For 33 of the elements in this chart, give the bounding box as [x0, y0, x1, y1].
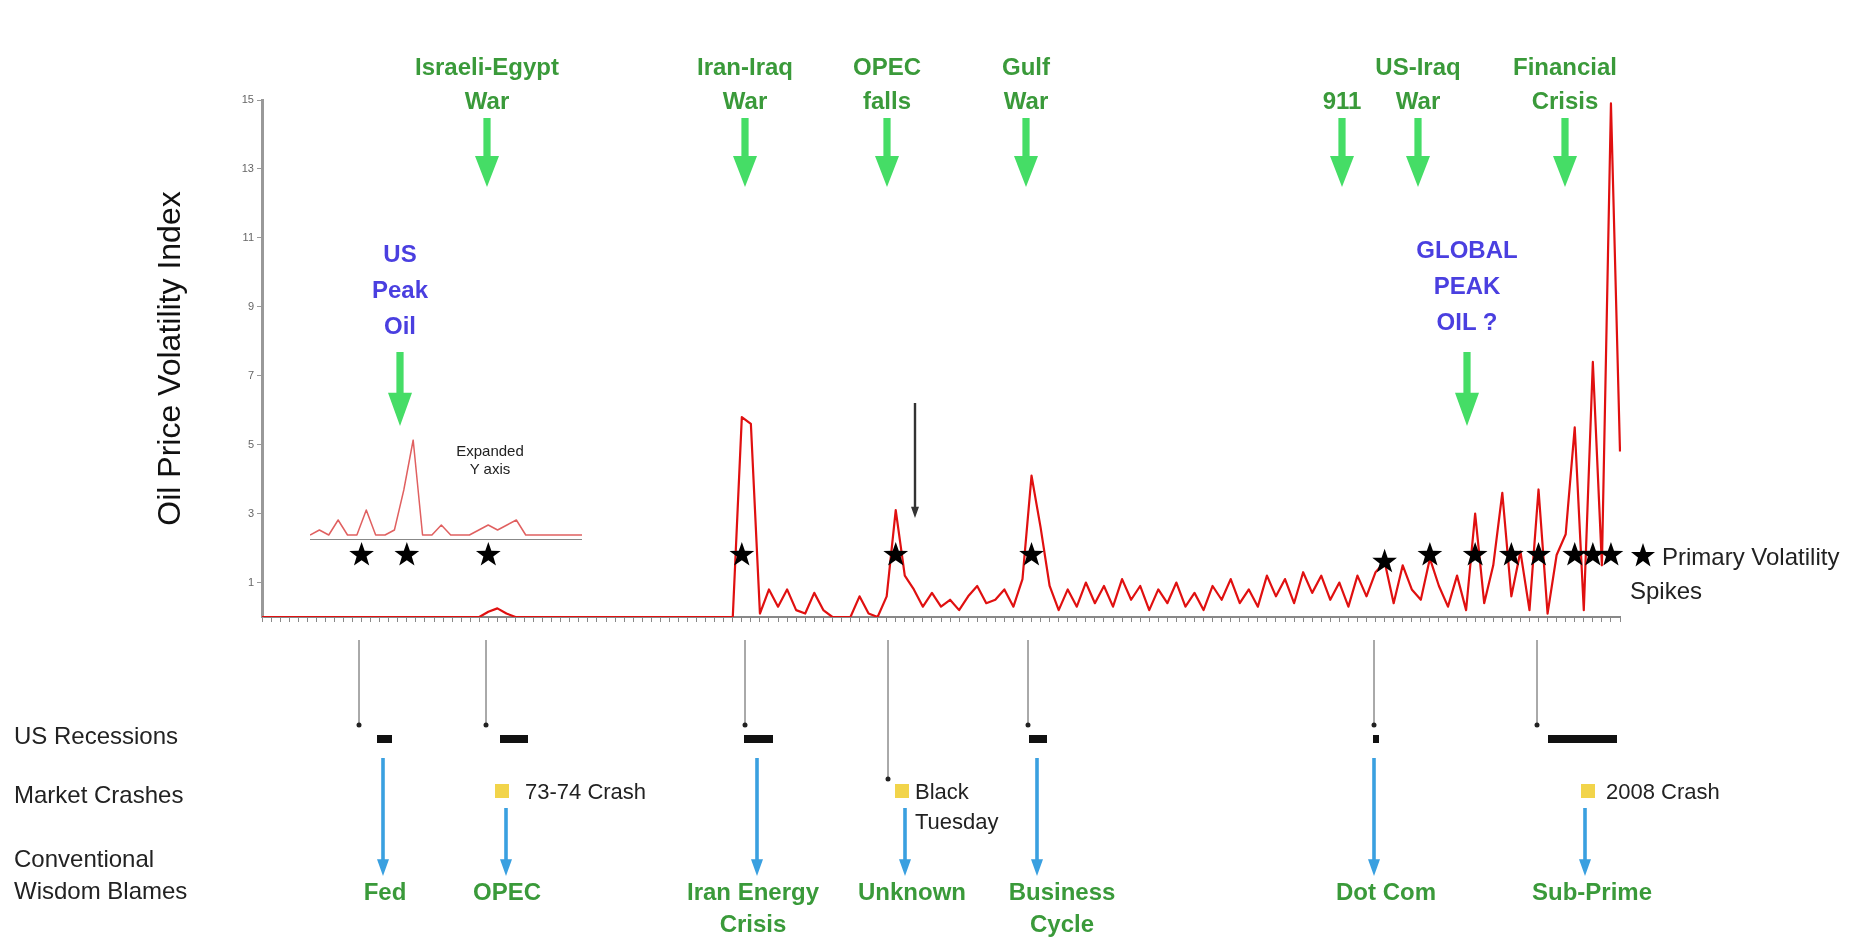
text: US Recessions [14, 721, 180, 751]
annotation: 911 [1321, 86, 1363, 116]
y-axis-title: Oil Price Volatility Index [151, 191, 188, 526]
text: OPEC [472, 877, 542, 907]
y-tick-label: 13 [241, 161, 254, 174]
annotation: Israeli-Egypt War [413, 52, 560, 116]
y-tick-label: 9 [247, 299, 254, 312]
y-tick-label: 3 [247, 506, 254, 519]
y-tick-label: 7 [247, 368, 254, 381]
annotation: Iran-Iraq War [696, 52, 794, 116]
text: Fed [362, 877, 408, 907]
annotation: US Peak Oil [370, 239, 430, 341]
annotation: Financial Crisis [1512, 52, 1618, 116]
text: Black Tuesday [915, 778, 1000, 836]
annotation: US-Iraq War [1375, 53, 1461, 114]
y-tick-label: 15 [241, 93, 254, 106]
text: Unknown [857, 877, 967, 907]
text: 2008 Crash [1606, 778, 1721, 806]
y-tick-label: 5 [247, 437, 254, 450]
text: 73-74 Crash [525, 778, 648, 806]
y-tick-label: 1 [247, 575, 254, 588]
annotation: OPEC falls [852, 52, 922, 116]
text: Conventional Wisdom Blames [14, 844, 189, 906]
y-tick-label: 11 [242, 230, 254, 243]
annotation: GLOBAL PEAK OIL ? [1415, 235, 1519, 337]
text: Dot Com [1335, 877, 1437, 907]
legend-label: Primary Volatility Spikes [1630, 543, 1840, 604]
annotation: Gulf War [1001, 52, 1051, 116]
text: Business Cycle [1007, 877, 1117, 939]
text: Sub-Prime [1531, 877, 1653, 907]
text: Iran Energy Crisis [685, 877, 820, 939]
annotation: Expanded Y axis [455, 442, 525, 478]
text: Market Crashes [14, 780, 185, 810]
